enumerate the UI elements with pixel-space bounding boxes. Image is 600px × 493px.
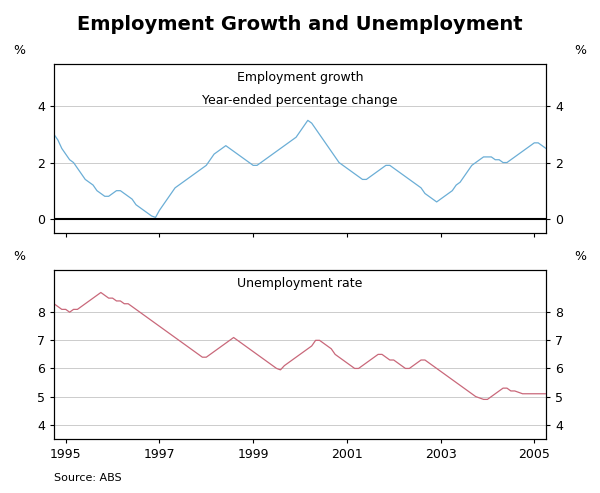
Text: %: % xyxy=(574,44,586,57)
Text: %: % xyxy=(14,250,26,263)
Text: Source: ABS: Source: ABS xyxy=(54,473,122,483)
Text: %: % xyxy=(574,250,586,263)
Text: Year-ended percentage change: Year-ended percentage change xyxy=(202,95,398,107)
Text: Employment growth: Employment growth xyxy=(237,71,363,84)
Text: Unemployment rate: Unemployment rate xyxy=(238,277,362,290)
Text: Employment Growth and Unemployment: Employment Growth and Unemployment xyxy=(77,15,523,34)
Text: %: % xyxy=(14,44,26,57)
